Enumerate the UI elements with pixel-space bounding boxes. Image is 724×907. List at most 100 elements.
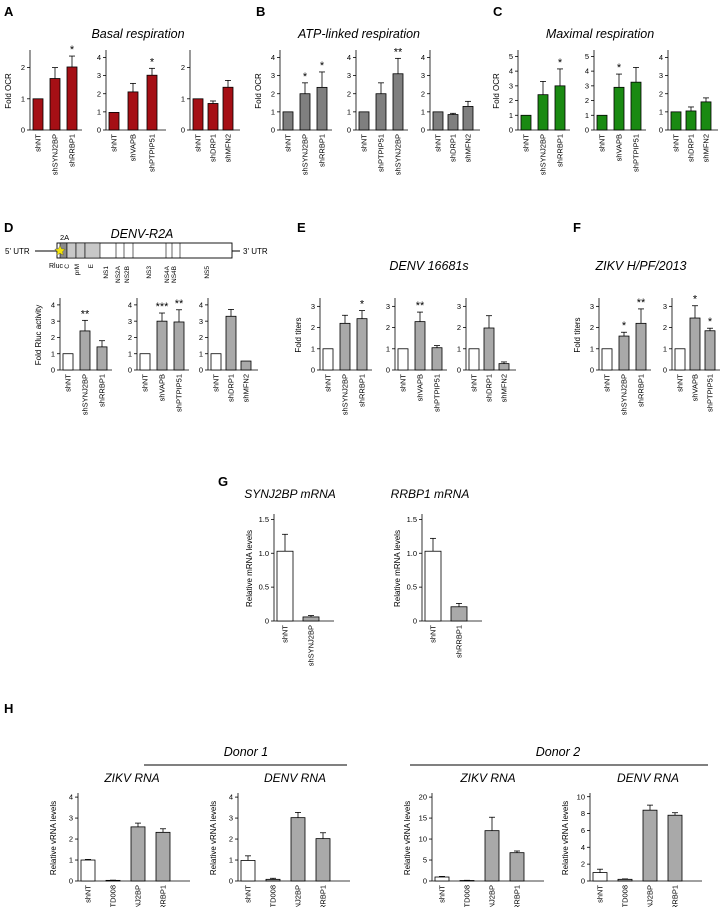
gene-label: NS4B	[171, 266, 178, 283]
y-axis-label: Fold OCR	[492, 73, 501, 109]
structural-segment-c	[66, 242, 77, 259]
y-tick-label: 4	[581, 843, 585, 852]
y-tick-label: 3	[509, 81, 513, 90]
y-tick-label: 0	[199, 366, 203, 375]
category-label: shDRP1	[687, 134, 696, 162]
chart-c1: 0 1 2 3 4 5 Fold OCR shNT shSYNJ2BP * shRRBP1	[492, 50, 570, 175]
y-tick-label: 2	[21, 63, 25, 72]
y-tick-label: 2	[457, 323, 461, 332]
category-label: shNT	[284, 134, 293, 152]
y-tick-label: 2	[421, 89, 425, 98]
bar-shsynj2bp	[392, 73, 404, 131]
bar-shnt	[674, 348, 686, 371]
y-tick-label: 8	[581, 809, 585, 818]
bar-shrrbp1	[356, 318, 368, 371]
y-tick-label: 2	[509, 96, 513, 105]
panel-letter-g: G	[218, 474, 228, 489]
chart-title: ZIKV RNA	[103, 771, 159, 785]
category-label: shNT	[360, 134, 369, 152]
bar-shnt	[670, 111, 682, 131]
category-label: shSYNJ2BP	[394, 134, 403, 175]
significance-mark: **	[394, 46, 403, 58]
y-axis-label: Fold Rluc activity	[34, 305, 43, 365]
y-axis-label: Relative vRNA levels	[561, 801, 570, 875]
chart-h2: DENV RNA 0 1 2 3 4 Relative vRNA levels shNT shN…	[209, 771, 350, 907]
panel-title-a: Basal respiration	[91, 27, 184, 41]
category-label: shNT	[429, 625, 438, 643]
bar-shrrbp1	[509, 852, 525, 882]
y-tick-label: 0	[509, 126, 513, 135]
bar-shptpip51	[431, 347, 443, 371]
panel-letter-c: C	[493, 4, 503, 19]
bar-shdrp1	[225, 315, 237, 371]
category-label: shPTPIP51	[632, 134, 641, 172]
bar-shsynj2bp	[79, 330, 91, 371]
category-label: shMFN2	[464, 134, 473, 162]
y-tick-label: 4	[128, 300, 132, 309]
chart-d3: 0 1 2 3 4 shNT shDRP1 shMFN2	[199, 298, 258, 402]
bar-shrrbp1	[155, 831, 171, 882]
bar-shmfn2	[222, 86, 234, 131]
panel-letter-b: B	[256, 4, 265, 19]
category-label: shRRBP1	[318, 134, 327, 167]
y-tick-label: 4	[51, 300, 55, 309]
bar-shptpip51	[630, 81, 642, 131]
category-label: shNT	[34, 134, 43, 152]
y-tick-label: 1	[347, 107, 351, 116]
bar-shnt	[424, 550, 442, 622]
bar-shsynj2bp	[130, 826, 146, 882]
y-tick-label: 0	[271, 126, 275, 135]
y-tick-label: 10	[577, 792, 585, 801]
bar-shvapb	[414, 321, 426, 371]
bar-shnt	[276, 550, 294, 622]
panel-title-b: ATP-linked respiration	[297, 27, 420, 41]
bar-shrrbp1	[450, 606, 468, 622]
bar-shnt	[282, 111, 294, 131]
category-label: shSYNJ2BP	[81, 374, 90, 415]
y-tick-label: 1	[128, 349, 132, 358]
y-tick-label: 1	[199, 349, 203, 358]
y-tick-label: 1	[181, 94, 185, 103]
bar-shnt	[62, 353, 74, 371]
bar-shvapb	[127, 91, 139, 131]
y-tick-label: 0	[265, 617, 269, 626]
bar-shsynj2bp	[484, 830, 500, 882]
y-tick-label: 5	[509, 52, 513, 61]
bar-shnt-nitd008	[617, 878, 633, 882]
category-label: shRRBP1	[159, 885, 168, 907]
chart-h3: ZIKV RNA 0 5 10 15 20 Relative vRNA levels shNT…	[403, 771, 544, 907]
significance-mark: *	[70, 44, 75, 56]
bar-shrrbp1	[66, 66, 78, 131]
y-tick-label: 3	[421, 71, 425, 80]
category-label: shPTPIP51	[148, 134, 157, 172]
category-label: shMFN2	[242, 374, 251, 402]
y-tick-label: 1	[663, 344, 667, 353]
label-2a: 2A	[60, 233, 69, 242]
y-tick-label: 5	[585, 52, 589, 61]
y-tick-label: 4	[97, 53, 101, 62]
y-tick-label: 3	[311, 302, 315, 311]
category-label: shNT	[399, 374, 408, 392]
chart-d1: 0 1 2 3 4 Fold Rluc activity shNT ** shSYNJ2BP sh…	[34, 298, 112, 415]
category-label: shNT	[110, 134, 119, 152]
category-label: shSYNJ2BP	[539, 134, 548, 175]
gene-label: NS3	[146, 266, 153, 279]
y-tick-label: 2	[229, 835, 233, 844]
category-label: shNT	[596, 885, 605, 903]
category-label: shNT+NITD008	[621, 885, 630, 907]
y-tick-label: 2	[386, 323, 390, 332]
panel-title-f: ZIKV H/PF/2013	[594, 259, 686, 273]
panel-letter-a: A	[4, 4, 14, 19]
bar-shnt	[32, 98, 44, 131]
y-tick-label: 3	[457, 302, 461, 311]
y-tick-label: 2	[347, 89, 351, 98]
y-tick-label: 0.5	[407, 583, 417, 592]
y-tick-label: 2	[590, 323, 594, 332]
structural-segment-prm	[75, 242, 86, 259]
y-tick-label: 1	[311, 344, 315, 353]
y-tick-label: 1	[509, 111, 513, 120]
bar-shrrbp1	[315, 838, 331, 882]
bar-shmfn2	[498, 363, 510, 371]
category-label: shNT	[438, 885, 447, 903]
chart-g2: RRBP1 mRNA 0 0.5 1.0 1.5 Relative mRNA levels…	[391, 487, 482, 658]
